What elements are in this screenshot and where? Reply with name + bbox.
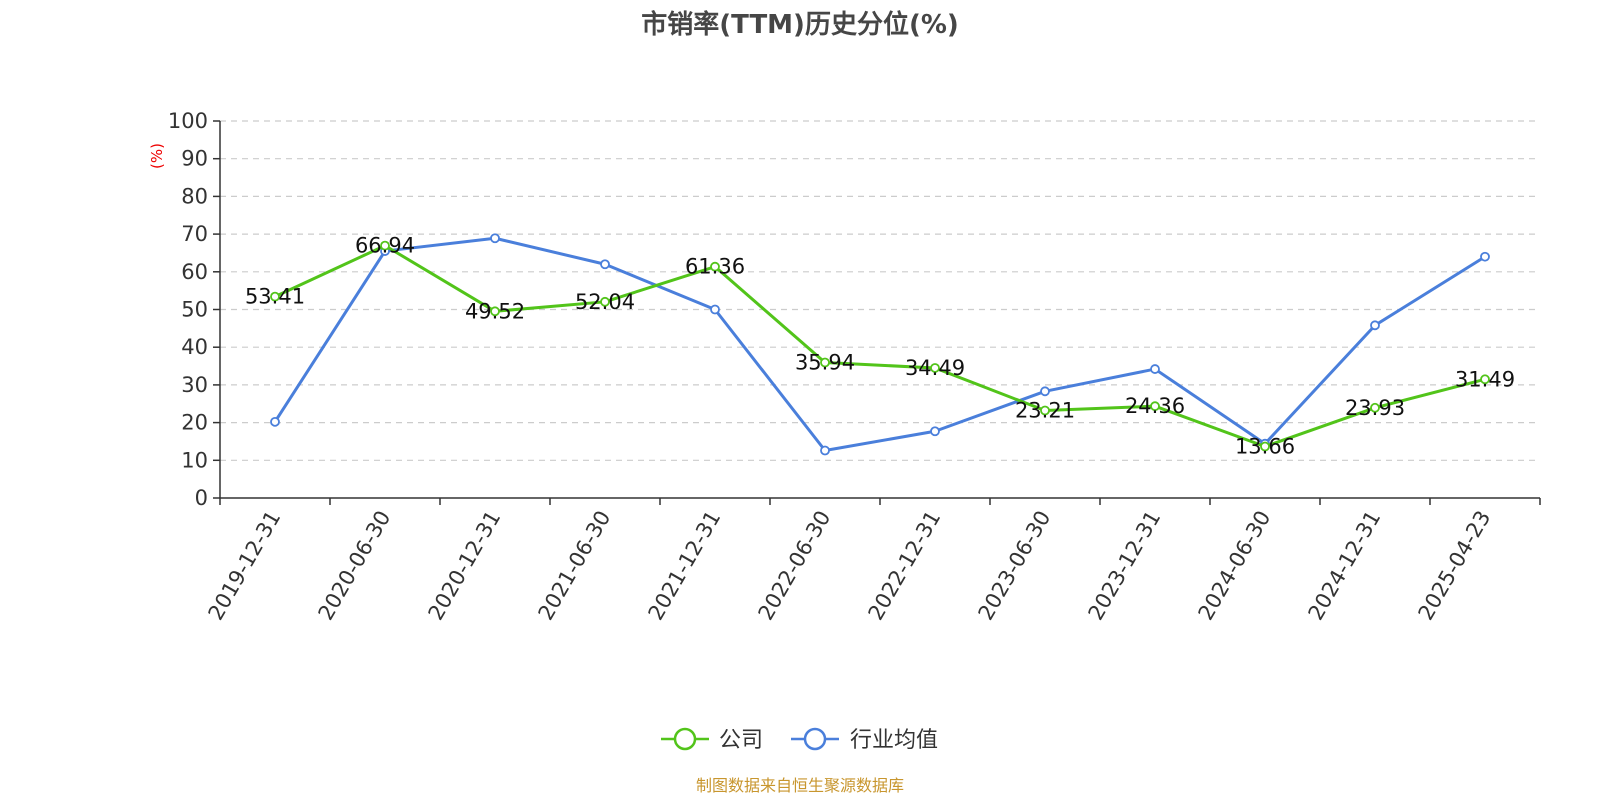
x-tick-label: 2020-12-31 [424,507,506,625]
y-tick-label: 30 [181,373,208,397]
legend-company-marker [673,727,697,751]
data-label-company: 23.93 [1345,396,1405,420]
data-label-company: 61.36 [685,255,745,279]
y-tick-label: 50 [181,298,208,322]
data-point-company[interactable] [710,261,720,272]
legend-industry-label: 行业均值 [850,728,938,753]
data-point-industry-average[interactable] [600,259,610,270]
x-tick-label: 2022-12-31 [864,507,946,625]
series-line-industry-average [273,236,1486,452]
data-point-company[interactable] [1260,441,1270,452]
data-point-company[interactable] [1370,402,1380,413]
series-line-company [274,244,1486,449]
x-tick-label: 2019-12-31 [204,507,286,625]
data-point-company[interactable] [1480,374,1490,385]
x-tick-label: 2024-06-30 [1194,507,1276,625]
x-tick-label: 2024-12-31 [1304,507,1386,625]
data-point-industry-average[interactable] [490,233,500,244]
data-point-industry-average[interactable] [710,304,720,315]
data-point-company[interactable] [1150,401,1160,412]
series [270,233,1490,456]
y-tick-label: 80 [181,184,208,208]
data-label-company: 24.36 [1125,394,1185,418]
data-label-company: 49.52 [465,299,525,323]
legend-item-industry-average[interactable]: 行业均值 [791,727,938,753]
y-tick-label: 100 [168,109,208,133]
x-tick-label: 2020-06-30 [314,507,396,625]
data-point-industry-average[interactable] [1150,364,1160,374]
data-point-industry-average[interactable] [1370,320,1380,331]
legend-item-company[interactable]: 公司 [661,727,763,753]
data-label-company: 13.66 [1235,435,1295,459]
x-tick-label: 2023-06-30 [974,507,1056,625]
y-tick-label: 70 [181,222,208,246]
data-point-company[interactable] [820,357,830,368]
data-point-industry-average[interactable] [1480,251,1490,262]
y-tick-label: 60 [181,260,208,284]
data-label-company: 23.21 [1015,398,1075,422]
y-tick-label: 20 [181,411,208,435]
data-point-company[interactable] [600,296,610,307]
legend-company-label: 公司 [719,728,763,753]
data-point-industry-average[interactable] [820,445,830,456]
x-tick-label: 2021-12-31 [644,507,726,625]
data-point-company[interactable] [490,306,500,317]
data-point-company[interactable] [380,240,390,251]
x-tick-label: 2025-04-23 [1414,507,1496,625]
data-point-company[interactable] [1040,405,1050,416]
y-tick-label: 90 [181,147,208,171]
x-tick-label: 2021-06-30 [534,507,616,625]
y-axis-label: (%) [148,143,166,169]
data-point-industry-average[interactable] [1040,386,1050,397]
data-label-company: 31.49 [1455,367,1515,391]
y-tick-label: 40 [181,335,208,359]
y-tick-label: 10 [181,448,208,472]
x-tick-label: 2022-06-30 [754,507,836,625]
data-point-industry-average[interactable] [930,426,940,437]
y-tick-label: 0 [195,486,208,510]
x-tick-label: 2023-12-31 [1084,507,1166,625]
data-label-company: 35.94 [795,351,855,375]
data-label-company: 34.49 [905,356,965,380]
data-point-company[interactable] [930,363,940,373]
legend-industry-marker [803,727,827,751]
data-point-industry-average[interactable] [270,416,280,427]
grid-lines [220,120,1540,461]
data-point-company[interactable] [270,291,280,302]
chart-title: 市销率(TTM)历史分位(%) [641,9,959,40]
legend[interactable]: 公司 行业均值 [661,727,938,753]
source-note: 制图数据来自恒生聚源数据库 [696,776,904,795]
data-labels: 53.41 66.94 49.52 52.04 61.36 35.94 34.49 23.21… [245,234,1515,459]
data-label-company: 66.94 [355,234,415,258]
data-label-company: 52.04 [575,290,635,314]
data-label-company: 53.41 [245,285,305,309]
